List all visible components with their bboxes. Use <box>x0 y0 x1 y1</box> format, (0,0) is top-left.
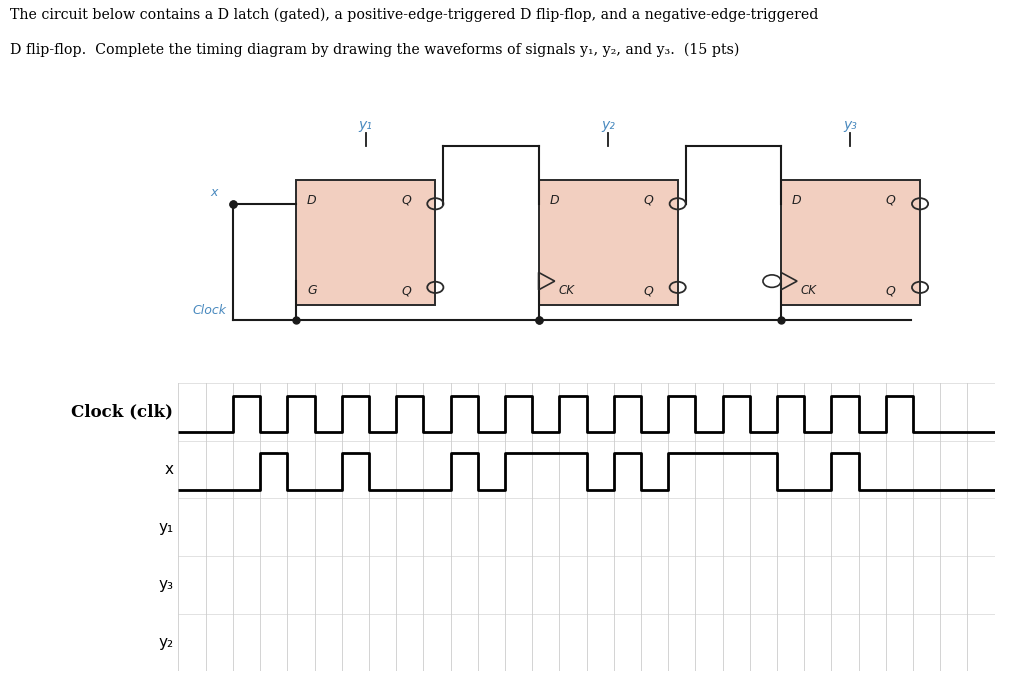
Text: y₁: y₁ <box>158 519 173 535</box>
Text: Q: Q <box>400 284 411 298</box>
Text: Q: Q <box>886 194 895 207</box>
Text: D flip-flop.  Complete the timing diagram by drawing the waveforms of signals y₁: D flip-flop. Complete the timing diagram… <box>10 42 739 56</box>
Text: x: x <box>164 462 173 477</box>
Text: y₂: y₂ <box>600 118 614 132</box>
Text: Q: Q <box>643 194 653 207</box>
Text: CK: CK <box>800 284 816 298</box>
Text: D: D <box>549 194 558 207</box>
Text: Clock: Clock <box>192 304 226 317</box>
Text: The circuit below contains a D latch (gated), a positive-edge-triggered D flip-f: The circuit below contains a D latch (ga… <box>10 8 817 22</box>
Text: D: D <box>791 194 801 207</box>
Text: Q: Q <box>643 284 653 298</box>
Bar <box>538 180 677 305</box>
Text: G: G <box>307 284 316 298</box>
Text: x: x <box>210 186 217 199</box>
Text: y₃: y₃ <box>843 118 857 132</box>
Text: CK: CK <box>557 284 574 298</box>
Text: Q: Q <box>886 284 895 298</box>
Text: Q: Q <box>400 194 411 207</box>
Text: y₂: y₂ <box>158 635 173 650</box>
Text: Clock (clk): Clock (clk) <box>71 403 173 420</box>
Text: y₁: y₁ <box>359 118 372 132</box>
Text: y₃: y₃ <box>158 577 173 593</box>
Bar <box>296 180 435 305</box>
Text: D: D <box>307 194 316 207</box>
Bar <box>781 180 919 305</box>
